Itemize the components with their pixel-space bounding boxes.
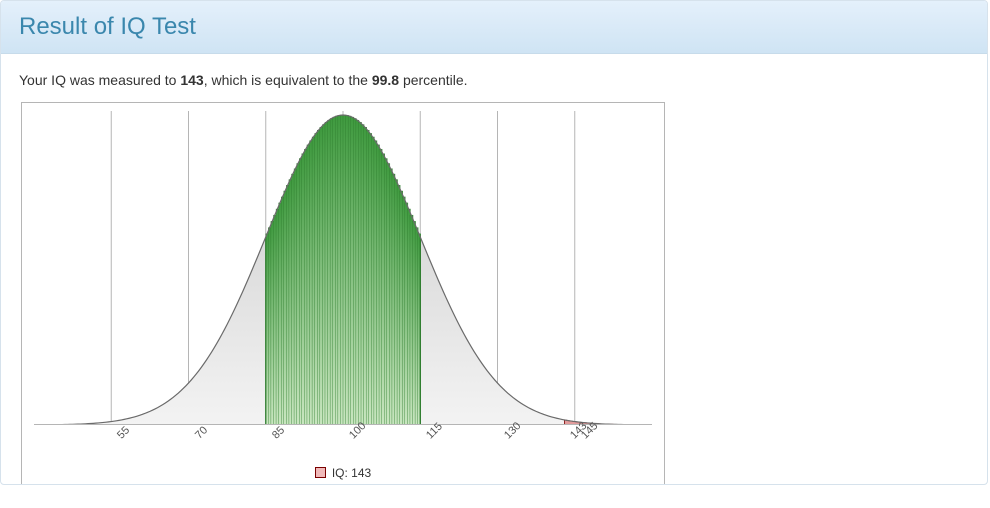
chart-legend: IQ: 143 — [22, 466, 664, 480]
x-tick-label: 55 — [115, 424, 132, 441]
panel-body: Your IQ was measured to 143, which is eq… — [1, 54, 987, 484]
x-tick-label: 85 — [270, 424, 287, 441]
result-prefix: Your IQ was measured to — [19, 72, 180, 88]
page-title: Result of IQ Test — [19, 13, 969, 41]
result-sentence: Your IQ was measured to 143, which is eq… — [19, 72, 969, 88]
panel-header: Result of IQ Test — [1, 1, 987, 54]
iq-distribution-chart: 557085100115130143145 IQ: 143 — [21, 102, 665, 484]
legend-label: IQ: 143 — [332, 466, 371, 480]
x-tick-label: 70 — [193, 424, 210, 441]
result-iq: 143 — [180, 72, 203, 88]
result-mid: , which is equivalent to the — [204, 72, 372, 88]
legend-swatch — [315, 467, 326, 478]
result-percentile: 99.8 — [372, 72, 399, 88]
result-suffix: percentile. — [399, 72, 467, 88]
chart-plot-svg — [34, 111, 652, 425]
x-axis-labels: 557085100115130143145 — [34, 429, 652, 457]
result-panel: Result of IQ Test Your IQ was measured t… — [0, 0, 988, 485]
